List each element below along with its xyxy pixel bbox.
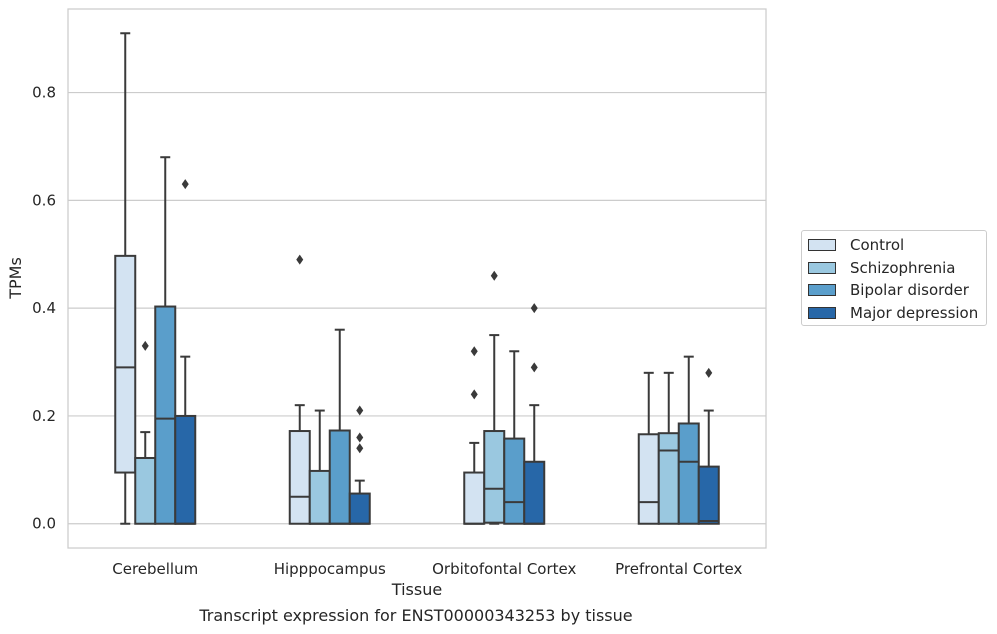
legend-swatch	[808, 306, 836, 319]
outlier-point	[141, 340, 149, 351]
outlier-point	[490, 270, 498, 281]
outlier-point	[296, 254, 304, 265]
box-group	[657, 371, 680, 525]
box	[308, 469, 331, 525]
box	[328, 429, 351, 525]
y-axis-ticks: 0.0 0.2 0.4 0.6 0.8	[32, 84, 56, 533]
outlier-point	[530, 362, 538, 373]
legend-item: Control	[808, 235, 904, 255]
legend: Control Schizophrenia Bipolar disorder Majo…	[801, 230, 987, 326]
x-tick-label: Cerebellum	[112, 560, 198, 578]
outlier-point	[356, 405, 364, 416]
y-axis-label: TPMs	[6, 257, 25, 300]
box-group	[328, 328, 351, 525]
box	[677, 422, 700, 525]
plot-frame	[67, 8, 767, 549]
box-group	[503, 350, 526, 525]
legend-swatch	[808, 239, 836, 251]
outlier-point	[181, 179, 189, 190]
x-tick-label: Prefrontal Cortex	[615, 560, 742, 578]
y-tick-label: 0.8	[32, 84, 56, 102]
legend-label: Schizophrenia	[850, 258, 956, 277]
x-axis-ticks: Cerebellum Hipppocampus Orbitofontal Corte…	[112, 560, 742, 578]
box	[637, 433, 660, 525]
x-axis-label: Tissue	[391, 580, 442, 599]
box-group	[174, 179, 197, 525]
box	[503, 437, 526, 525]
legend-label: Control	[850, 236, 905, 254]
box-group	[114, 32, 137, 525]
box	[483, 430, 506, 524]
legend-item: Major depression	[808, 303, 978, 323]
box-group	[134, 340, 157, 525]
box-group	[288, 254, 311, 525]
legend-swatch	[808, 261, 836, 274]
x-tick-label: Orbitofontal Cortex	[432, 560, 576, 578]
box	[114, 254, 137, 474]
legend-item: Bipolar disorder	[808, 280, 969, 300]
box	[154, 305, 177, 525]
box-group	[523, 303, 546, 525]
box-group	[637, 371, 660, 525]
box	[463, 471, 486, 525]
legend-label: Major depression	[850, 303, 979, 322]
y-tick-label: 0.6	[32, 191, 56, 209]
box-group	[463, 346, 486, 525]
legend-label: Bipolar disorder	[850, 281, 969, 299]
y-tick-label: 0.4	[32, 299, 56, 317]
box-group	[697, 367, 720, 525]
legend-item: Schizophrenia	[808, 258, 955, 278]
outlier-point	[356, 443, 364, 454]
box	[134, 456, 157, 525]
chart-caption: Transcript expression for ENST0000034325…	[199, 606, 633, 625]
box-group	[483, 270, 506, 525]
box-group	[348, 405, 371, 525]
legend-swatch	[808, 284, 836, 296]
y-tick-label: 0.0	[32, 515, 56, 533]
box-group	[154, 156, 177, 525]
outlier-point	[356, 432, 364, 443]
box-group	[677, 355, 700, 525]
box	[657, 432, 680, 525]
y-tick-label: 0.2	[32, 407, 56, 425]
box	[697, 465, 720, 525]
box	[288, 430, 311, 525]
x-tick-label: Hipppocampus	[274, 560, 386, 578]
outlier-point	[530, 303, 538, 314]
outlier-point	[470, 346, 478, 357]
box-group	[308, 409, 331, 525]
boxes	[114, 32, 720, 525]
outlier-point	[705, 367, 713, 378]
box	[523, 460, 546, 525]
box	[174, 414, 197, 525]
box	[348, 492, 371, 525]
outlier-point	[470, 389, 478, 400]
